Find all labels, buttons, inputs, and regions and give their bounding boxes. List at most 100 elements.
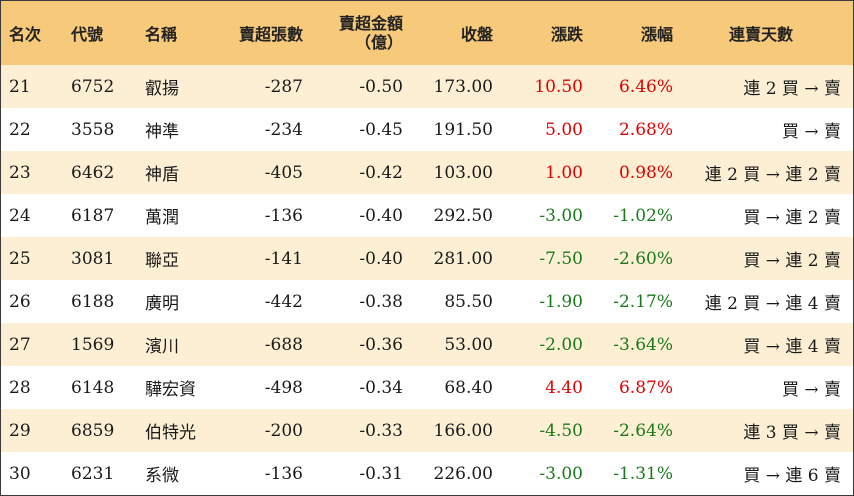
cell-change: -3.00 (539, 205, 583, 226)
cell-code: 6148 (71, 377, 115, 398)
table-row: 21 6752 叡揚 -287 -0.50 173.00 10.50 6.46% 連 2 買 →… (1, 65, 853, 108)
cell-rank: 23 (9, 162, 31, 183)
cell-code: 6859 (71, 420, 115, 441)
cell-sell-amount: -0.34 (359, 377, 403, 398)
cell-change: -2.00 (539, 334, 583, 355)
cell-sell-lots: -200 (264, 420, 303, 441)
cell-change: 10.50 (534, 76, 583, 97)
cell-sell-amount: -0.36 (359, 334, 403, 355)
cell-close: 281.00 (433, 248, 493, 269)
cell-name: 神準 (145, 122, 179, 142)
cell-code: 6462 (71, 162, 115, 183)
cell-rank: 22 (9, 119, 31, 140)
cell-code: 3558 (71, 119, 115, 140)
cell-streak: 買 → 連 4 賣 (743, 337, 841, 357)
cell-streak: 買 → 賣 (781, 122, 841, 142)
cell-change-pct: 6.87% (618, 377, 673, 398)
cell-sell-lots: -287 (264, 76, 303, 97)
header-code: 代號 (71, 25, 104, 44)
cell-streak: 連 2 買 → 賣 (743, 79, 841, 99)
table-row: 29 6859 伯特光 -200 -0.33 166.00 -4.50 -2.64% 連 3 買… (1, 409, 853, 452)
cell-rank: 21 (9, 76, 31, 97)
cell-rank: 24 (9, 205, 31, 226)
cell-sell-amount: -0.31 (359, 463, 403, 484)
cell-name: 驊宏資 (145, 380, 196, 400)
table-header: 名次 代號 名稱 賣超張數 賣超金額 （億） 收盤 漲跌 漲幅 連賣天數 (1, 1, 853, 66)
cell-streak: 買 → 連 2 賣 (743, 251, 841, 271)
cell-change-pct: -1.31% (613, 463, 673, 484)
cell-sell-amount: -0.38 (359, 291, 403, 312)
cell-sell-lots: -688 (264, 334, 303, 355)
header-name: 名稱 (145, 25, 178, 44)
table-row: 25 3081 聯亞 -141 -0.40 281.00 -7.50 -2.60% 買 → 連 … (1, 237, 853, 280)
cell-change: -7.50 (539, 248, 583, 269)
cell-code: 6752 (71, 76, 115, 97)
table-row: 28 6148 驊宏資 -498 -0.34 68.40 4.40 6.87% 買 → 賣 (1, 366, 853, 409)
cell-rank: 26 (9, 291, 31, 312)
cell-name: 濱川 (145, 337, 179, 357)
cell-streak: 買 → 連 2 賣 (743, 208, 841, 228)
cell-rank: 27 (9, 334, 31, 355)
cell-change-pct: 0.98% (618, 162, 673, 183)
cell-change-pct: -2.17% (613, 291, 673, 312)
cell-sell-amount: -0.40 (359, 248, 403, 269)
cell-close: 292.50 (433, 205, 493, 226)
cell-code: 1569 (71, 334, 115, 355)
cell-name: 伯特光 (145, 423, 196, 443)
cell-code: 6188 (71, 291, 115, 312)
table-row: 30 6231 系微 -136 -0.31 226.00 -3.00 -1.31% 買 → 連 … (1, 452, 853, 495)
table-row: 22 3558 神準 -234 -0.45 191.50 5.00 2.68% 買 → 賣 (1, 108, 853, 151)
cell-sell-amount: -0.33 (359, 420, 403, 441)
cell-change-pct: -2.60% (613, 248, 673, 269)
cell-change: 4.40 (545, 377, 583, 398)
table-row: 24 6187 萬潤 -136 -0.40 292.50 -3.00 -1.02% 買 → 連 … (1, 194, 853, 237)
cell-sell-lots: -141 (264, 248, 303, 269)
cell-close: 68.40 (444, 377, 493, 398)
cell-rank: 29 (9, 420, 31, 441)
cell-change: -3.00 (539, 463, 583, 484)
cell-change: 1.00 (545, 162, 583, 183)
cell-sell-lots: -234 (264, 119, 303, 140)
header-streak: 連賣天數 (728, 25, 793, 44)
cell-sell-amount: -0.50 (359, 76, 403, 97)
cell-name: 叡揚 (145, 79, 179, 99)
cell-sell-lots: -405 (264, 162, 303, 183)
cell-rank: 25 (9, 248, 31, 269)
cell-close: 85.50 (444, 291, 493, 312)
header-change: 漲跌 (550, 25, 583, 44)
header-sell-amount-line2: （億） (354, 33, 403, 52)
cell-code: 6231 (71, 463, 115, 484)
cell-change-pct: -2.64% (613, 420, 673, 441)
cell-sell-amount: -0.45 (359, 119, 403, 140)
cell-close: 191.50 (433, 119, 493, 140)
cell-change: -4.50 (539, 420, 583, 441)
cell-name: 系微 (145, 466, 179, 486)
cell-streak: 買 → 連 6 賣 (743, 466, 841, 486)
cell-name: 廣明 (145, 294, 179, 314)
cell-close: 226.00 (433, 463, 493, 484)
header-sell-lots: 賣超張數 (238, 25, 303, 44)
cell-change-pct: 6.46% (618, 76, 673, 97)
cell-rank: 30 (9, 463, 31, 484)
cell-change-pct: -1.02% (613, 205, 673, 226)
header-close: 收盤 (460, 25, 493, 44)
cell-streak: 連 3 買 → 賣 (743, 423, 841, 443)
cell-close: 103.00 (433, 162, 493, 183)
cell-rank: 28 (9, 377, 31, 398)
cell-close: 173.00 (433, 76, 493, 97)
cell-name: 聯亞 (145, 251, 179, 271)
table-row: 23 6462 神盾 -405 -0.42 103.00 1.00 0.98% 連 2 買 → … (1, 151, 853, 194)
header-sell-amount: 賣超金額 （億） (311, 1, 403, 65)
table-row: 27 1569 濱川 -688 -0.36 53.00 -2.00 -3.64% 買 → 連 4… (1, 323, 853, 366)
cell-streak: 連 2 買 → 連 2 賣 (704, 165, 841, 185)
cell-code: 6187 (71, 205, 115, 226)
cell-name: 神盾 (145, 165, 179, 185)
cell-change: 5.00 (545, 119, 583, 140)
cell-sell-lots: -442 (264, 291, 303, 312)
header-sell-amount-line1: 賣超金額 (338, 14, 403, 33)
cell-streak: 買 → 賣 (781, 380, 841, 400)
cell-sell-lots: -136 (264, 463, 303, 484)
cell-sell-amount: -0.40 (359, 205, 403, 226)
cell-change: -1.90 (539, 291, 583, 312)
